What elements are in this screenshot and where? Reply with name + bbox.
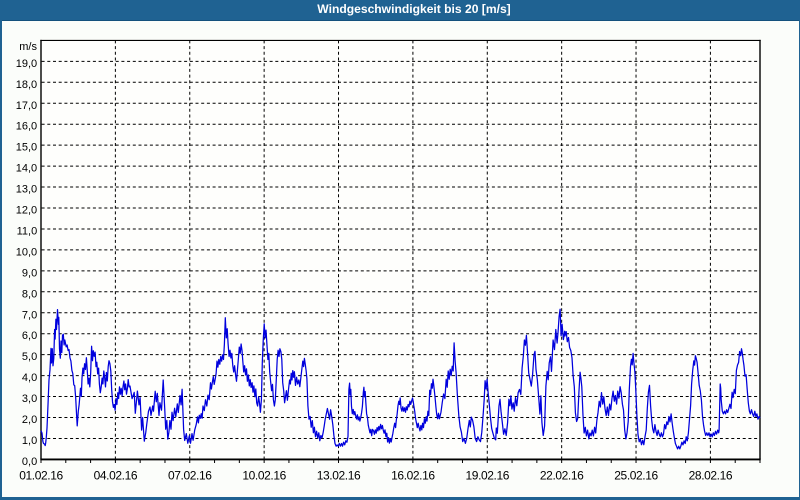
svg-text:19.02.16: 19.02.16 <box>466 468 510 482</box>
svg-text:7,0: 7,0 <box>22 309 37 321</box>
svg-text:11,0: 11,0 <box>17 225 38 237</box>
svg-text:5,0: 5,0 <box>22 351 37 363</box>
svg-text:14,0: 14,0 <box>16 163 37 175</box>
svg-text:2,0: 2,0 <box>22 414 37 426</box>
svg-text:0,0: 0,0 <box>22 456 37 468</box>
svg-text:16,0: 16,0 <box>16 121 37 133</box>
svg-text:8,0: 8,0 <box>22 288 37 300</box>
svg-text:07.02.16: 07.02.16 <box>168 468 212 482</box>
svg-text:15,0: 15,0 <box>16 142 37 154</box>
svg-text:6,0: 6,0 <box>22 330 37 342</box>
svg-text:28.02.16: 28.02.16 <box>689 468 733 482</box>
svg-text:01.02.16: 01.02.16 <box>19 468 63 482</box>
svg-text:9,0: 9,0 <box>22 267 37 279</box>
svg-text:1,0: 1,0 <box>22 435 37 447</box>
svg-text:12,0: 12,0 <box>16 205 37 217</box>
svg-text:13,0: 13,0 <box>16 184 37 196</box>
svg-text:16.02.16: 16.02.16 <box>391 468 435 482</box>
svg-text:3,0: 3,0 <box>22 393 37 405</box>
svg-text:19,0: 19,0 <box>16 58 37 70</box>
svg-text:04.02.16: 04.02.16 <box>94 468 138 482</box>
svg-text:25.02.16: 25.02.16 <box>614 468 658 482</box>
svg-text:18,0: 18,0 <box>16 79 37 91</box>
svg-text:13.02.16: 13.02.16 <box>317 468 361 482</box>
svg-text:22.02.16: 22.02.16 <box>540 468 584 482</box>
svg-text:10,0: 10,0 <box>16 246 37 258</box>
svg-text:m/s: m/s <box>19 41 37 53</box>
svg-text:17,0: 17,0 <box>16 100 37 112</box>
svg-text:4,0: 4,0 <box>22 372 37 384</box>
svg-text:10.02.16: 10.02.16 <box>242 468 286 482</box>
